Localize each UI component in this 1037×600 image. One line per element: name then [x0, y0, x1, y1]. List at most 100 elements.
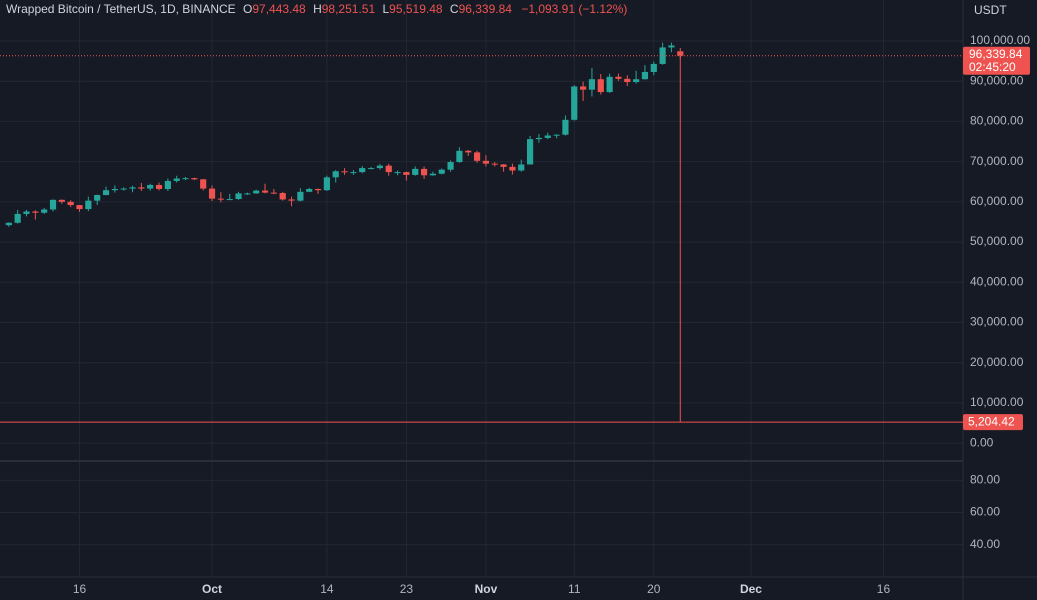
axis: 0.00 10,000.00 20,000.00 30,000.00 40,000.00… [73, 33, 1031, 596]
candle-body [456, 150, 463, 163]
candle-body [85, 200, 92, 210]
candle-body [438, 169, 445, 174]
candle-body [447, 162, 454, 170]
y2-tick-label: 60.00 [970, 505, 1000, 519]
candle-body [473, 152, 481, 161]
candle-body [41, 209, 48, 213]
candle-body [562, 119, 569, 135]
candle-body [67, 201, 74, 206]
candle-body [191, 178, 198, 180]
last-price-box [963, 46, 1030, 75]
y-tick-label: 50,000.00 [970, 234, 1024, 248]
candle-body [553, 134, 560, 136]
x-tick-label: 23 [400, 582, 414, 596]
candle-body [173, 178, 180, 181]
candle-body [359, 168, 366, 173]
candle-body [376, 165, 383, 169]
candle-body [14, 213, 21, 223]
open-label: O [243, 2, 252, 16]
candle-body [509, 166, 516, 171]
y2-tick-label: 40.00 [970, 537, 1000, 551]
y-tick-label: 80,000.00 [970, 114, 1024, 128]
candle-body [535, 137, 543, 140]
candle-body [253, 190, 260, 194]
candle-body [164, 180, 171, 189]
candle-body [111, 188, 118, 191]
y-tick-label: 10,000.00 [970, 395, 1024, 409]
candle-body [155, 184, 163, 189]
candle-body [147, 184, 154, 189]
candle-body [297, 191, 304, 201]
symbol: Wrapped Bitcoin / TetherUS, 1D, BINANCE [6, 2, 236, 16]
crosshair-price-label: 5,204.42 [968, 414, 1015, 428]
x-tick-label: Dec [740, 582, 762, 596]
y-tick-label: 100,000.00 [970, 33, 1030, 47]
x-tick-label: 16 [877, 582, 891, 596]
close-value: 96,339.84 [459, 2, 513, 16]
candle-body [270, 192, 277, 194]
candle-body [244, 193, 251, 195]
candle-body [279, 193, 286, 200]
high-label: H [313, 2, 322, 16]
candle-body [314, 188, 322, 191]
candle-body [641, 71, 649, 80]
candle-body [261, 190, 269, 193]
candle-body [350, 172, 357, 174]
high-value: 98,251.51 [322, 2, 376, 16]
countdown: 02:45:20 [969, 60, 1016, 74]
low-label: L [382, 2, 389, 16]
candle-body [94, 195, 101, 201]
y-tick-label: 60,000.00 [970, 194, 1024, 208]
candle-body [633, 79, 640, 83]
candle-body [182, 178, 189, 180]
candle-body [668, 45, 675, 48]
candle-body [624, 78, 631, 83]
candle-body [500, 164, 507, 167]
currency-label[interactable]: USDT [974, 3, 1007, 17]
candle-body [32, 211, 39, 213]
candle-body [544, 135, 551, 138]
candle-body [49, 199, 57, 210]
candle-body [491, 163, 498, 165]
open-value: 97,443.48 [252, 2, 306, 16]
candle-body [429, 173, 437, 176]
x-tick-label: 16 [73, 582, 87, 596]
candle-body [138, 187, 145, 189]
candle-body [420, 168, 428, 176]
candle-body [235, 193, 242, 200]
candle-body [482, 160, 490, 164]
currency-button[interactable] [965, 0, 1037, 23]
candle-body [385, 165, 392, 173]
candle-body [526, 139, 534, 165]
candle-body [465, 150, 472, 153]
change: −1,093.91 (−1.12%) [521, 2, 627, 16]
candle-body [588, 79, 596, 90]
candle-body [332, 171, 339, 178]
plot [5, 42, 684, 227]
candle-body [677, 51, 684, 56]
candle-body [615, 76, 622, 79]
candle-body [208, 188, 216, 199]
candle-body [200, 179, 207, 189]
close-label: C [450, 2, 459, 16]
candle-body [5, 222, 12, 226]
candle-body [394, 172, 401, 174]
crosshair-price-box [963, 414, 1023, 431]
candle-body [306, 188, 313, 192]
candle-body [323, 177, 330, 191]
candle-body [217, 198, 224, 200]
candle-body [650, 63, 657, 72]
y2-tick-label: 80.00 [970, 473, 1000, 487]
candle-body [341, 171, 348, 173]
x-tick-label: Nov [475, 582, 498, 596]
candle-body [597, 79, 604, 93]
candle-body [129, 187, 136, 189]
candle-body [571, 86, 578, 120]
grid [0, 0, 963, 577]
y-tick-label: 40,000.00 [970, 274, 1024, 288]
x-tick-label: 14 [320, 582, 334, 596]
candle-body [367, 168, 375, 170]
y-tick-label: 70,000.00 [970, 154, 1024, 168]
